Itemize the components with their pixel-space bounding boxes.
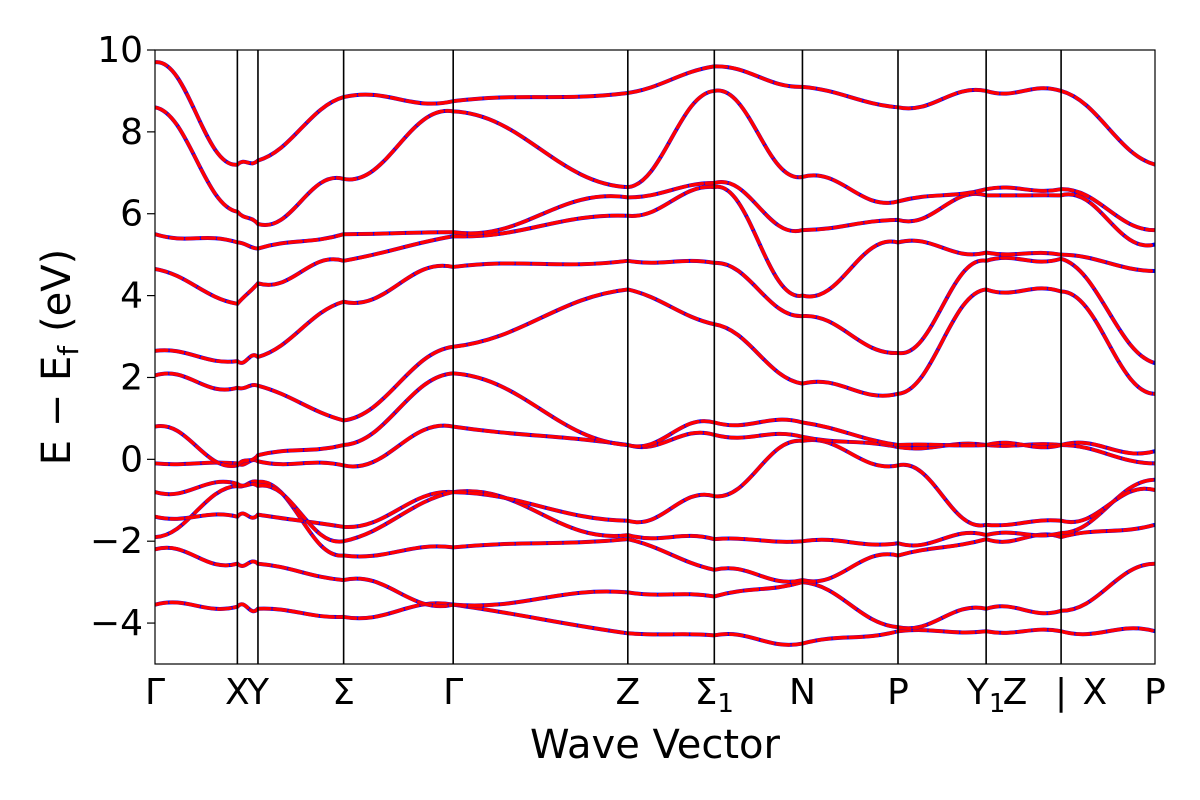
plot-frame (154, 49, 1156, 665)
band-line-dashed (155, 600, 1155, 647)
x-axis-ticks: Γ XY Σ Γ Z Σ1 N P Y1Z | X P (145, 672, 1166, 719)
band-line-dashed (155, 185, 1155, 306)
x-tick-label: Z (1003, 672, 1028, 713)
x-tick-label: Y (246, 672, 270, 713)
y-tick-label: 4 (120, 276, 143, 317)
y-tick-label: 8 (120, 112, 143, 153)
x-tick-label: | (1055, 672, 1067, 713)
y-tick-label: 0 (120, 439, 143, 480)
band-line-dashed (155, 180, 1155, 251)
band-line-dashed (155, 256, 1155, 365)
band-line-dashed (155, 89, 1155, 232)
band-line-dashed (155, 546, 1155, 631)
y-tick-label: 2 (120, 357, 143, 398)
y-tick-label: 10 (97, 30, 143, 71)
y-tick-label: 6 (120, 194, 143, 235)
x-tick-label: Σ (332, 672, 355, 713)
y-tick-label: −4 (90, 603, 143, 644)
band-line-dashed (155, 286, 1155, 423)
x-tick-label: Σ1 (695, 672, 734, 719)
x-tick-label: Γ (145, 672, 165, 713)
x-tick-label: N (789, 672, 816, 713)
y-axis-ticks: 10 8 6 4 2 0 −2 −4 (90, 30, 155, 644)
band-lines (155, 60, 1155, 647)
x-tick-label: P (1144, 672, 1166, 713)
band-line-dashed (155, 478, 1155, 548)
y-axis-label-sub: f (52, 345, 85, 356)
svg-text:E − Ef(eV): E − Ef (eV) (34, 249, 85, 466)
x-axis-label: Wave Vector (530, 722, 781, 768)
x-tick-label: X (1083, 672, 1108, 713)
band-line-dashed (155, 438, 1155, 544)
band-line-dashed (155, 371, 1155, 468)
x-tick-label: P (887, 672, 909, 713)
y-axis-label: E − Ef (eV) (34, 249, 85, 466)
y-axis-label-main: E − E (34, 356, 80, 466)
x-tick-label: Z (615, 672, 640, 713)
x-tick-label: Γ (443, 672, 463, 713)
plot-background (155, 50, 1155, 664)
band-line-dashed (155, 60, 1155, 167)
x-tick-label: X (225, 672, 250, 713)
x-tick-label: Y1 (966, 672, 1006, 719)
y-tick-label: −2 (90, 521, 143, 562)
high-symmetry-lines (236, 50, 1062, 664)
y-axis-label-unit: (eV) (34, 249, 80, 332)
